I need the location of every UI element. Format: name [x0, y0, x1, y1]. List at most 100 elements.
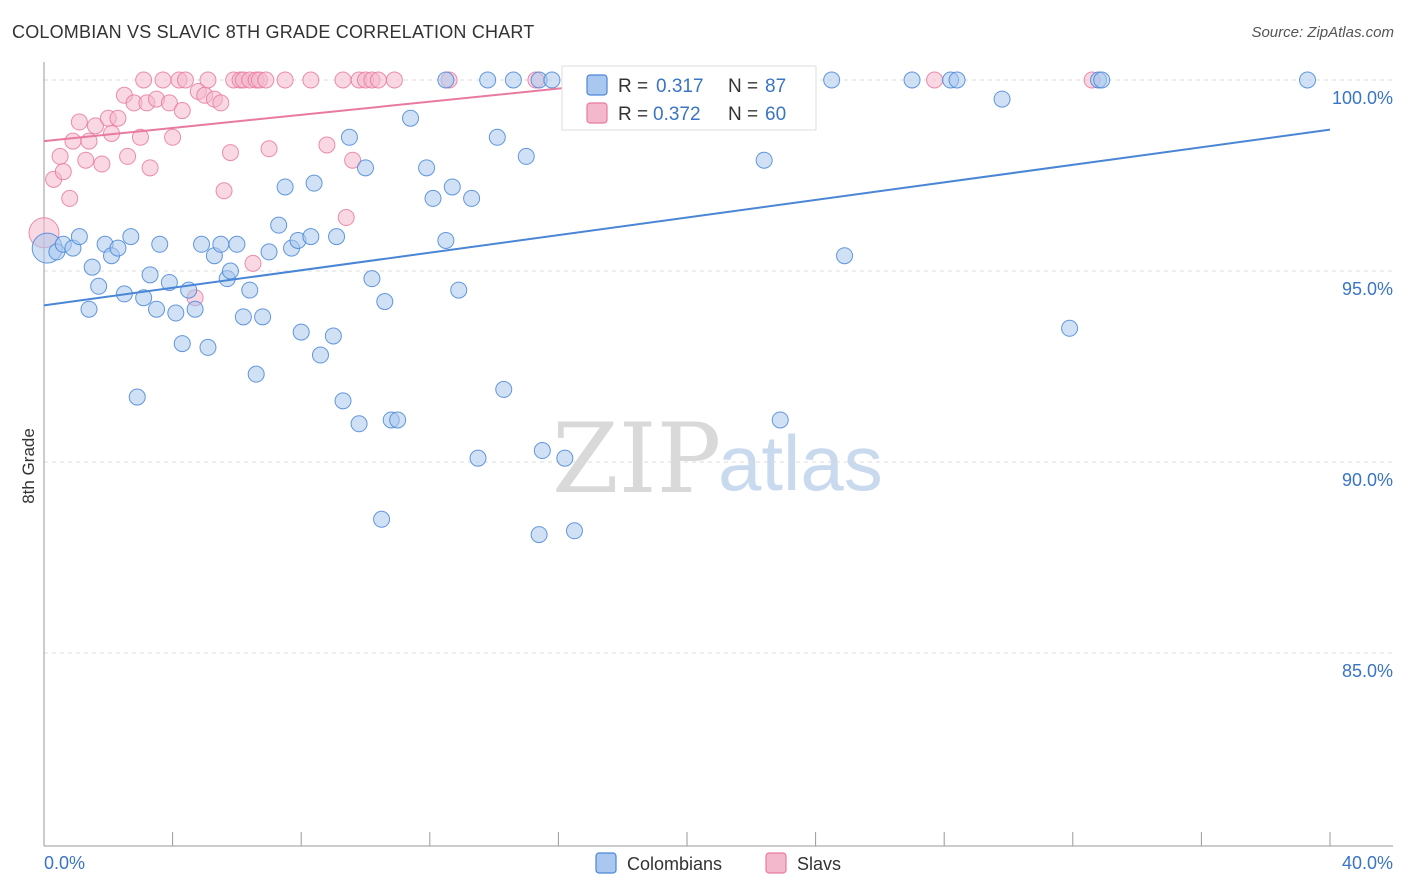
colombian-point: [903, 71, 921, 89]
legend-r-value-slavs: 0.372: [653, 104, 701, 125]
colombian-point: [450, 281, 468, 299]
colombian-point: [305, 174, 323, 192]
slav-point: [164, 128, 182, 146]
colombian-point: [948, 71, 966, 89]
colombian-point: [221, 262, 239, 280]
slav-point: [302, 71, 320, 89]
stats-legend: R = 0.317 N = 87 R = 0.372 N = 60: [561, 65, 817, 131]
slav-point: [119, 147, 137, 165]
slav-point: [260, 140, 278, 158]
colombian-point: [823, 71, 841, 89]
colombians-trend-line: [43, 128, 1331, 307]
colombian-point: [80, 300, 98, 318]
chart-title: COLOMBIAN VS SLAVIC 8TH GRADE CORRELATIO…: [12, 22, 535, 42]
source-label: Source: ZipAtlas.com: [1251, 24, 1394, 41]
y-tick-label-85: 85.0%: [1342, 661, 1393, 681]
colombian-point: [193, 235, 211, 253]
slav-point: [215, 182, 233, 200]
slav-point: [212, 94, 230, 112]
colombian-point: [122, 228, 140, 246]
colombian-point: [565, 522, 583, 540]
colombian-point: [241, 281, 259, 299]
slav-point: [54, 163, 72, 181]
series-legend-label-slavs: Slavs: [797, 854, 841, 874]
slav-point: [109, 109, 127, 127]
slavs-trend-line: [43, 79, 643, 143]
colombian-point: [109, 239, 127, 257]
colombian-point: [254, 308, 272, 326]
colombian-point: [135, 289, 153, 307]
slav-point: [141, 159, 159, 177]
colombian-point: [1061, 319, 1079, 337]
colombian-point: [389, 411, 407, 429]
colombian-point: [357, 159, 374, 177]
colombian-point: [530, 526, 548, 544]
grid-lines: [44, 79, 1393, 654]
slav-point: [344, 151, 362, 169]
slav-point: [244, 254, 262, 272]
slav-point: [199, 71, 217, 89]
slav-point: [318, 136, 336, 154]
series-legend-label-colombians: Colombians: [627, 854, 722, 874]
slav-point: [51, 147, 69, 165]
slav-point: [276, 71, 294, 89]
slav-point: [86, 117, 104, 135]
slav-point: [221, 144, 239, 162]
slav-point: [135, 71, 153, 89]
colombian-point: [402, 109, 420, 127]
colombian-point: [324, 327, 342, 345]
legend-swatch-colombians: [586, 74, 608, 96]
colombian-point: [556, 449, 574, 467]
slav-point: [257, 71, 275, 89]
colombian-point: [334, 392, 352, 410]
slav-point: [337, 209, 355, 227]
colombian-point: [302, 228, 320, 246]
colombian-point: [993, 90, 1011, 108]
slav-point: [926, 71, 944, 89]
slav-point: [93, 155, 111, 173]
colombian-point: [504, 71, 522, 89]
colombian-point: [141, 266, 159, 284]
slav-point: [369, 71, 387, 89]
colombian-point: [418, 159, 436, 177]
colombians-points: [31, 71, 1316, 544]
colombian-point: [533, 442, 551, 460]
slav-point: [385, 71, 403, 89]
slav-point: [77, 151, 95, 169]
colombian-point: [311, 346, 329, 364]
colombian-point: [443, 178, 461, 196]
colombian-point: [469, 449, 487, 467]
y-axis-label: 8th Grade: [19, 428, 38, 504]
colombian-point: [836, 247, 854, 265]
slav-point: [176, 71, 194, 89]
colombian-point: [328, 228, 346, 246]
legend-r-value-colombians: 0.317: [656, 76, 704, 97]
trend-lines: [43, 79, 1331, 307]
colombian-point: [488, 128, 506, 146]
slav-point: [173, 102, 191, 120]
colombian-point: [376, 293, 394, 311]
y-tick-label-100: 100.0%: [1332, 88, 1393, 108]
legend-swatch-slavs: [586, 102, 608, 124]
colombian-point: [128, 388, 146, 406]
colombian-point: [755, 151, 773, 169]
slav-point: [334, 71, 352, 89]
x-tick-label-min: 0.0%: [44, 853, 85, 873]
slav-point: [64, 132, 82, 150]
series-legend: Colombians Slavs: [595, 852, 841, 874]
colombian-point: [270, 216, 288, 234]
slav-point: [131, 128, 149, 146]
legend-n-value-colombians: 87: [765, 76, 786, 97]
x-tick-label-max: 40.0%: [1342, 853, 1393, 873]
slav-point: [154, 71, 172, 89]
slav-point: [70, 113, 88, 131]
colombian-point: [1298, 71, 1316, 89]
legend-n-label-colombians: N =: [728, 76, 758, 97]
colombian-point: [70, 228, 88, 246]
slav-point: [160, 94, 178, 112]
colombian-point: [148, 300, 166, 318]
legend-r-label-colombians: R =: [618, 76, 648, 97]
colombian-point: [173, 335, 191, 353]
y-tick-label-95: 95.0%: [1342, 279, 1393, 299]
legend-n-value-slavs: 60: [765, 104, 786, 125]
